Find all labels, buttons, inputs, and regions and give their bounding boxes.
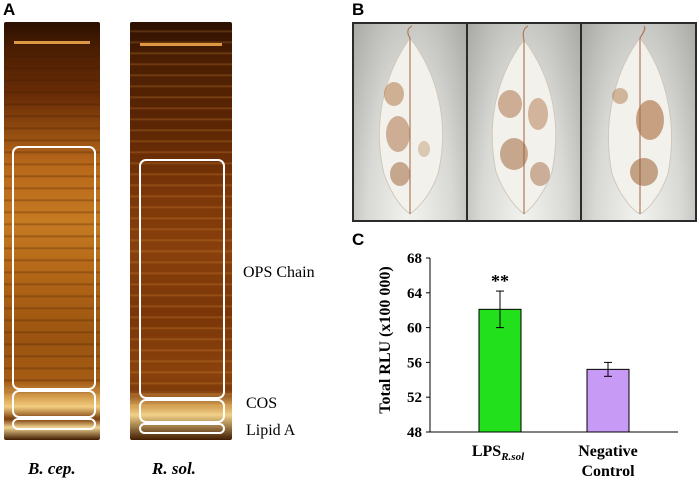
leaf-pane-2 — [468, 24, 580, 220]
band-label-lipid: Lipid A — [246, 422, 296, 439]
panel-label-a: A — [3, 0, 16, 19]
cos-box-rsol — [139, 399, 225, 423]
leaf-photo — [352, 22, 697, 222]
x-tick-label-line2: Control — [581, 463, 635, 480]
y-tick-label: 48 — [407, 425, 422, 441]
ops-box-rsol — [139, 159, 225, 399]
leaf-pane-1 — [354, 24, 466, 220]
bar — [478, 308, 522, 433]
leaf-pane-3 — [582, 24, 695, 220]
bar — [586, 368, 630, 433]
bars: ** — [478, 271, 630, 433]
panel-label-b: B — [352, 0, 365, 19]
x-tick-label: LPSR.sol — [472, 443, 525, 463]
y-tick-label: 64 — [407, 286, 423, 302]
y-tick-label: 68 — [407, 251, 422, 267]
gel-lane-rsol — [130, 22, 232, 440]
band-label-ops: OPS Chain — [243, 264, 315, 281]
lane-label-bcep: B. cep. — [28, 459, 76, 478]
cos-box-bcep — [12, 390, 96, 418]
band-label-cos: COS — [246, 395, 278, 412]
x-axis-labels: LPSR.sol Negative Control — [472, 443, 638, 480]
y-tick-label: 56 — [407, 355, 423, 371]
y-tick-label: 52 — [407, 390, 422, 406]
ops-box-bcep — [12, 146, 96, 390]
panel-label-c: C — [352, 230, 365, 249]
lipid-box-bcep — [12, 418, 96, 430]
significance-label: ** — [491, 271, 509, 291]
x-tick-label: Negative — [578, 443, 638, 460]
gel-lane-bcep — [4, 22, 100, 440]
y-axis: 48 52 56 60 64 68 — [407, 251, 678, 441]
y-axis-label: Total RLU (x100 000) — [377, 266, 394, 413]
lipid-box-rsol — [139, 423, 225, 434]
y-tick-label: 60 — [407, 321, 422, 337]
lane-label-rsol: R. sol. — [152, 459, 196, 478]
